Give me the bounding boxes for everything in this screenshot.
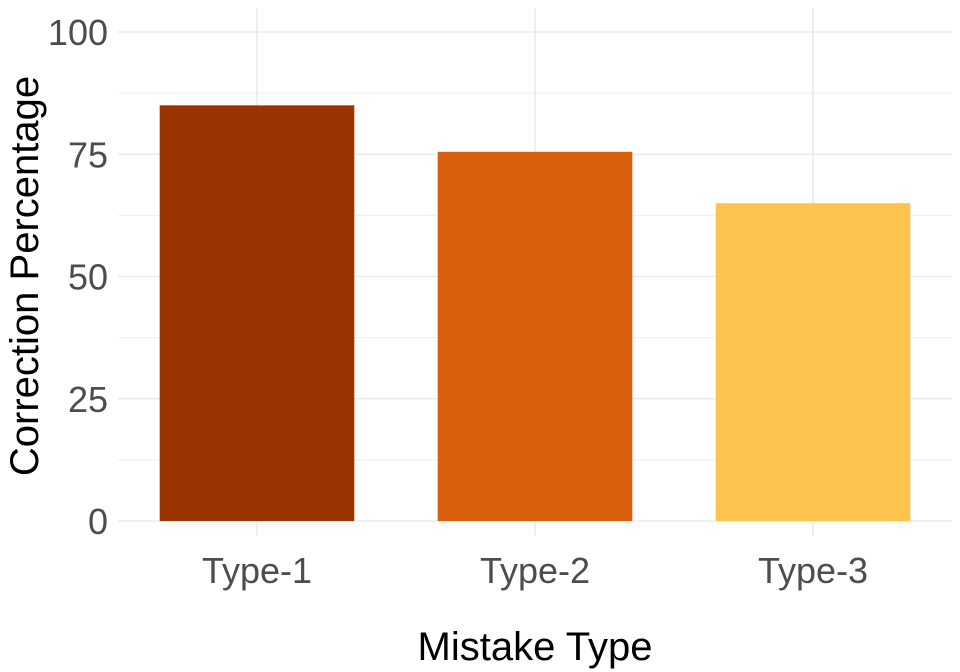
x-tick-label: Type-3 [758,550,868,591]
bar-layer [159,105,911,521]
x-tick-label: Type-1 [202,550,312,591]
y-tick-label: 100 [48,12,108,53]
x-axis-title: Mistake Type [418,625,653,669]
x-axis-ticks: Type-1 Type-2 Type-3 [202,550,868,591]
bar-type-3 [715,203,911,521]
y-axis-ticks: 0 25 50 75 100 [48,12,108,542]
y-tick-label: 25 [68,379,108,420]
x-tick-label: Type-2 [480,550,590,591]
y-tick-label: 0 [88,501,108,542]
y-axis-title: Correction Percentage [3,76,47,476]
y-tick-label: 75 [68,134,108,175]
y-tick-label: 50 [68,257,108,298]
bar-type-2 [437,151,633,521]
bar-type-1 [159,105,355,521]
